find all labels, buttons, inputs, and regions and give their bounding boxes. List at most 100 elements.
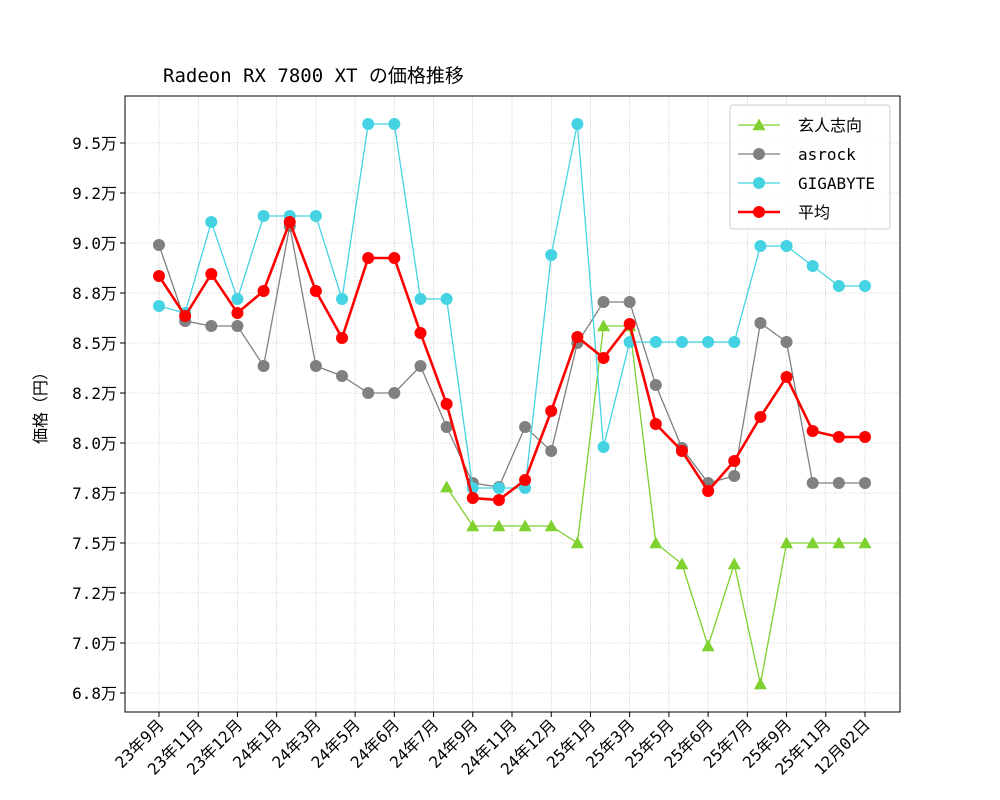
y-tick-label: 7.0万: [72, 634, 117, 653]
legend-marker: [753, 206, 765, 218]
data-point: [414, 293, 427, 305]
data-point: [675, 445, 688, 457]
data-point: [754, 317, 767, 329]
data-point: [309, 285, 322, 297]
series-line: [157, 218, 865, 502]
legend-marker: [753, 177, 765, 189]
data-point: [440, 480, 454, 493]
data-point: [388, 118, 401, 130]
data-point: [832, 477, 845, 489]
data-point: [545, 405, 558, 417]
legend: 玄人志向 asrock GIGABYTE 平均: [729, 104, 891, 230]
data-point: [597, 319, 611, 332]
y-tick-label: 9.5万: [72, 134, 117, 153]
y-axis: 6.8万 7.0万 7.2万 7.5万 7.8万 8.0万 8.2万 8.5万 8.8万 9.0万…: [72, 134, 125, 703]
series-asrock: [153, 220, 871, 493]
data-point: [231, 320, 244, 332]
data-point: [388, 252, 401, 264]
legend-marker: [752, 118, 766, 131]
data-point: [440, 293, 453, 305]
data-point: [728, 470, 741, 482]
data-point: [571, 331, 584, 343]
data-point: [205, 320, 218, 332]
data-point: [859, 280, 871, 292]
y-tick-label: 7.2万: [72, 584, 117, 603]
data-point: [806, 260, 819, 272]
data-point: [754, 240, 767, 252]
data-point: [309, 210, 322, 222]
data-point: [153, 300, 165, 312]
data-point: [388, 387, 401, 399]
series-玄人志向: [440, 319, 872, 690]
data-point: [597, 352, 610, 364]
data-point: [728, 336, 741, 348]
data-point: [257, 210, 270, 222]
data-point: [675, 557, 689, 570]
data-point: [649, 418, 662, 430]
legend-label: 玄人志向: [798, 116, 862, 135]
series-line: [158, 123, 865, 489]
y-axis-label: 価格（円）: [31, 364, 50, 444]
data-point: [153, 239, 165, 251]
y-tick-label: 7.8万: [72, 484, 117, 503]
series-GIGABYTE: [153, 118, 871, 494]
data-point: [859, 431, 871, 443]
y-tick-label: 8.2万: [72, 384, 117, 403]
data-point: [519, 474, 532, 486]
data-point: [336, 370, 349, 382]
series-group: [153, 118, 872, 690]
data-point: [649, 379, 662, 391]
y-tick-label: 6.8万: [72, 684, 117, 703]
data-point: [780, 536, 794, 549]
data-point: [466, 492, 479, 504]
data-point: [492, 482, 505, 494]
data-point: [153, 270, 165, 282]
data-point: [570, 536, 584, 549]
data-point: [205, 268, 218, 280]
y-tick-label: 9.0万: [72, 234, 117, 253]
data-point: [780, 336, 793, 348]
legend-box: [729, 104, 891, 230]
y-tick-label: 9.2万: [72, 184, 117, 203]
data-point: [440, 398, 453, 410]
data-point: [727, 557, 741, 570]
data-point: [649, 336, 662, 348]
data-point: [858, 536, 872, 549]
data-point: [545, 249, 558, 261]
series-平均: [153, 216, 871, 506]
data-point: [362, 118, 375, 130]
y-tick-label: 7.5万: [72, 534, 117, 553]
grid: [125, 96, 900, 712]
y-tick-label: 8.0万: [72, 434, 117, 453]
data-point: [701, 639, 715, 652]
data-point: [466, 519, 480, 532]
data-point: [832, 536, 846, 549]
data-point: [728, 455, 741, 467]
data-point: [309, 360, 322, 372]
data-point: [675, 336, 688, 348]
data-point: [649, 536, 663, 549]
data-point: [832, 431, 845, 443]
legend-label: 平均: [798, 203, 830, 222]
legend-label: asrock: [798, 145, 856, 164]
data-point: [492, 519, 506, 532]
data-point: [597, 441, 610, 453]
data-point: [623, 318, 636, 330]
y-tick-label: 8.5万: [72, 334, 117, 353]
data-point: [519, 421, 532, 433]
data-point: [754, 411, 767, 423]
data-point: [257, 360, 270, 372]
data-point: [623, 296, 636, 308]
data-point: [597, 296, 610, 308]
data-point: [336, 332, 349, 344]
legend-label: GIGABYTE: [798, 174, 875, 193]
y-tick-label: 8.8万: [72, 284, 117, 303]
chart-title: Radeon RX 7800 XT の価格推移: [163, 65, 464, 87]
data-point: [492, 494, 505, 506]
data-point: [806, 536, 820, 549]
data-point: [414, 327, 427, 339]
series-line: [158, 225, 865, 488]
data-point: [702, 485, 715, 497]
data-point: [231, 307, 244, 319]
